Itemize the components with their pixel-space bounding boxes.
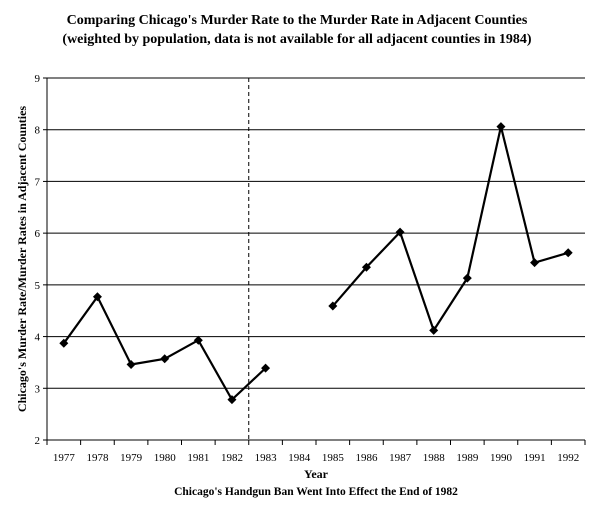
data-point: [160, 354, 170, 364]
chart-annotation: Chicago's Handgun Ban Went Into Effect t…: [174, 486, 458, 498]
data-point: [59, 338, 69, 348]
plot-area: 2 3 4 5 6 7 8 9 1977 1978 1979 1980 1981 1982 1983 1984…: [35, 73, 586, 464]
data-point: [92, 292, 102, 302]
data-point: [126, 359, 136, 369]
x-tick-label: 1979: [120, 452, 143, 464]
data-point: [530, 258, 540, 268]
x-tick-label: 1991: [524, 452, 546, 464]
y-tick-label: 4: [35, 332, 41, 344]
y-tick-label: 5: [35, 280, 41, 292]
x-tick-label: 1987: [389, 452, 412, 464]
data-point: [361, 262, 371, 272]
x-tick-label: 1985: [322, 452, 345, 464]
data-point: [496, 122, 506, 132]
x-tick-label: 1986: [355, 452, 378, 464]
x-tick-label: 1980: [154, 452, 177, 464]
data-point: [261, 363, 271, 373]
x-tick-label: 1978: [86, 452, 109, 464]
y-tick-label: 7: [35, 176, 41, 188]
data-point: [462, 273, 472, 283]
y-tick-label: 9: [35, 73, 41, 85]
x-axis-label: Year: [304, 467, 329, 481]
data-point: [563, 248, 573, 258]
x-tick-label: 1992: [557, 452, 579, 464]
data-point: [395, 227, 405, 237]
data-point: [328, 301, 338, 311]
series-line: [62, 294, 267, 402]
x-tick-label: 1977: [53, 452, 76, 464]
series-line: [331, 126, 569, 333]
chart-subtitle: (weighted by population, data is not ava…: [62, 32, 532, 47]
x-tick-label: 1990: [490, 452, 513, 464]
y-tick-label: 3: [35, 383, 41, 395]
y-tick-label: 2: [35, 435, 41, 447]
y-tick-label: 8: [35, 125, 41, 137]
x-tick-label: 1982: [221, 452, 243, 464]
x-tick-label: 1983: [255, 452, 278, 464]
y-tick-label: 6: [35, 228, 41, 240]
x-tick-label: 1989: [456, 452, 479, 464]
data-point: [227, 395, 237, 405]
data-point: [193, 335, 203, 345]
chart-title: Comparing Chicago's Murder Rate to the M…: [67, 13, 528, 28]
x-tick-label: 1988: [423, 452, 446, 464]
y-axis-label: Chicago's Murder Rate/Murder Rates in Ad…: [15, 106, 29, 413]
x-tick-label: 1981: [187, 452, 209, 464]
data-point: [429, 325, 439, 335]
x-tick-label: 1984: [288, 452, 311, 464]
